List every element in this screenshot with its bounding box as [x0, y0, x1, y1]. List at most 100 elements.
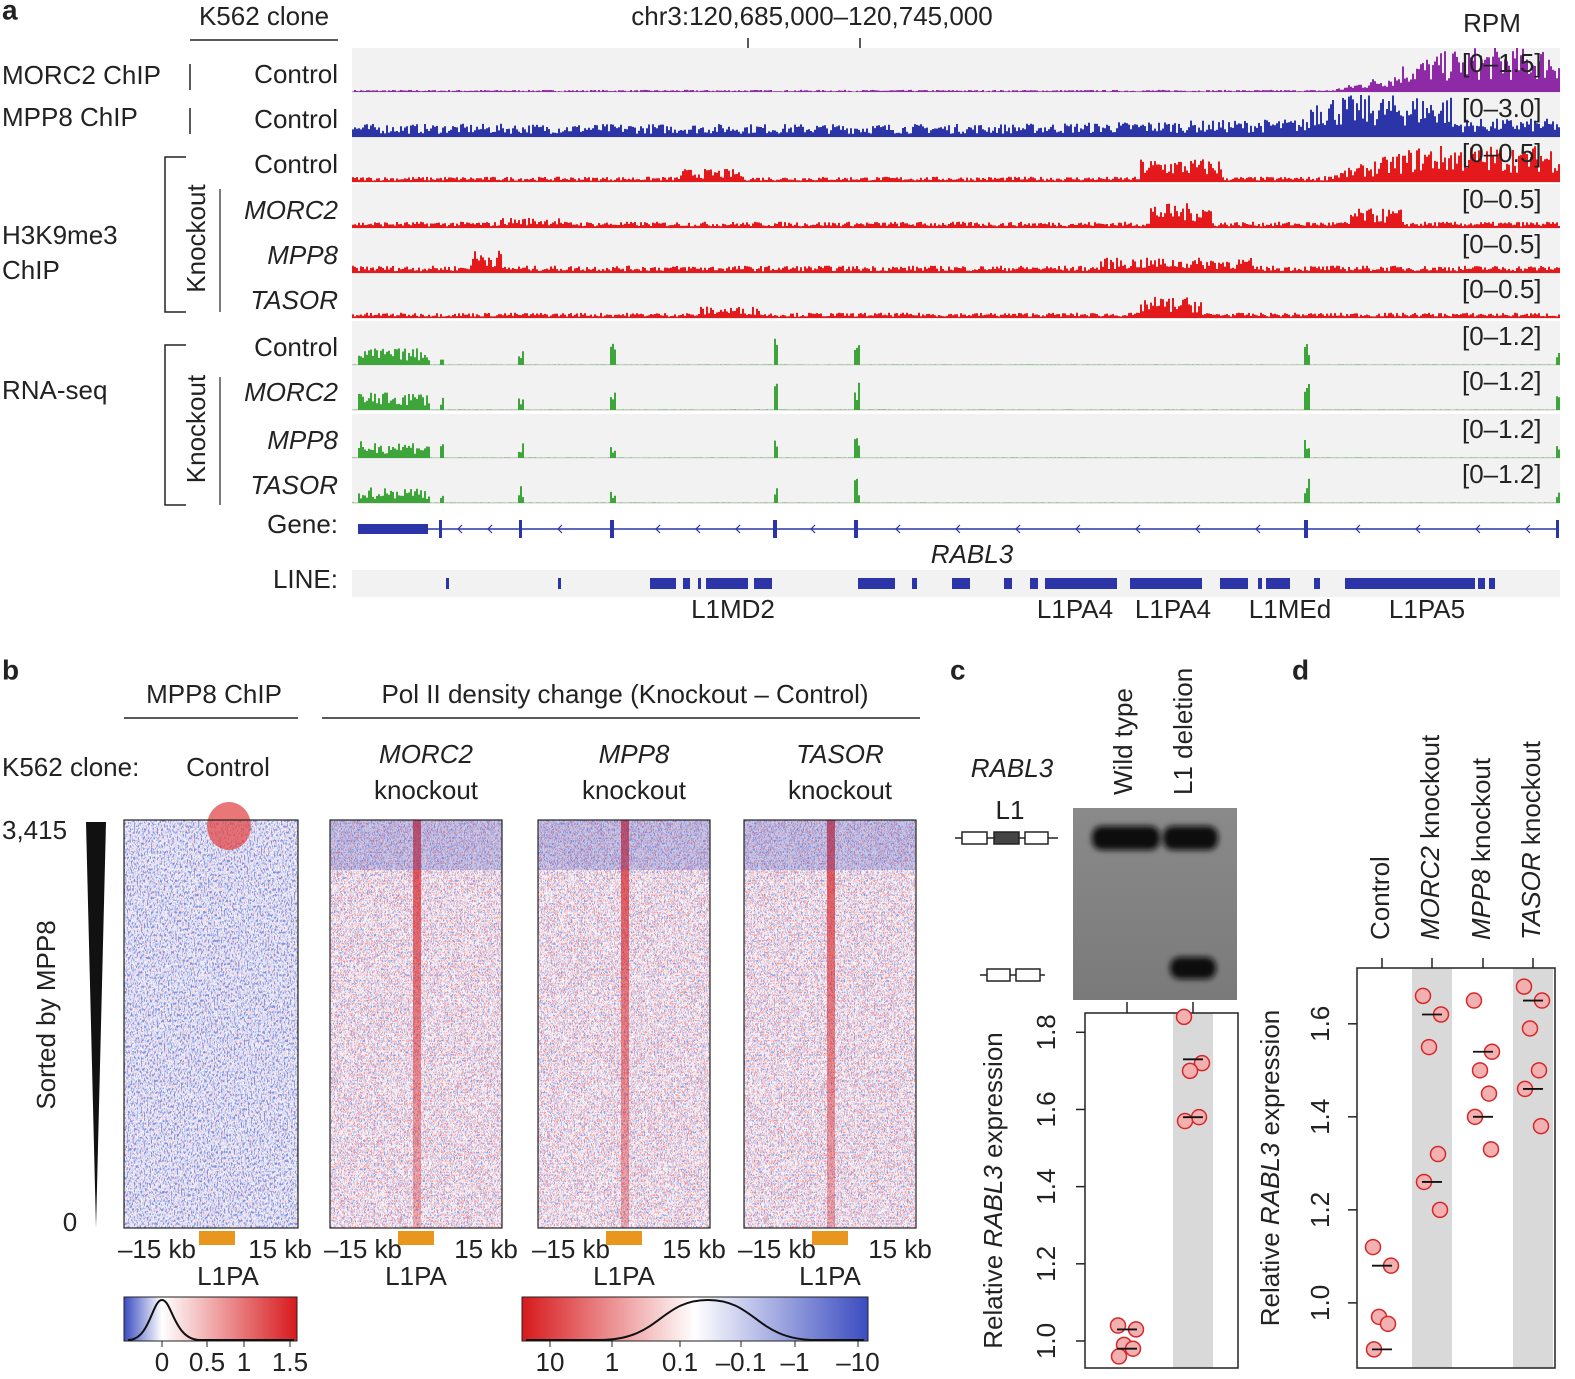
y-axis-label: Relative RABL3 expression [1255, 1010, 1285, 1327]
track-bg [352, 274, 1560, 318]
colorbar-label: 10 [536, 1347, 565, 1377]
track-bg [352, 459, 1560, 503]
track-bg [352, 229, 1560, 273]
assay-label: RNA-seq [2, 375, 107, 405]
colorbar-label: 0 [155, 1347, 169, 1377]
track-bg [352, 48, 1560, 92]
point [1176, 1112, 1194, 1130]
colorbar-label: 0.1 [662, 1347, 698, 1377]
assay-label: H3K9me3 [2, 220, 118, 250]
point [1379, 1315, 1397, 1333]
heatmap-title: knockout [788, 775, 893, 805]
plot-frame [1084, 1012, 1239, 1369]
x-tick-label: –15 kb [738, 1234, 816, 1264]
y-tick-label: 1.2 [1305, 1192, 1335, 1228]
range-label: [0–3.0] [1462, 93, 1542, 123]
colorbar-label: –0.1 [716, 1347, 767, 1377]
signal [352, 146, 1560, 182]
category-label: Control [1365, 856, 1395, 940]
category-band [1412, 968, 1452, 1368]
condition-label: Control [254, 149, 338, 179]
range-label: [0–1.2] [1462, 321, 1542, 351]
condition-label: Control [254, 104, 338, 134]
x-axis-label: L1PA [799, 1261, 861, 1291]
point [1429, 1145, 1447, 1163]
range-label: [0–1.2] [1462, 414, 1542, 444]
plot-frame [1356, 967, 1556, 1369]
point [1471, 1062, 1489, 1079]
signal [352, 250, 1560, 273]
condition-label: TASOR [250, 470, 338, 500]
panel-label: a [2, 0, 18, 25]
condition-label: MORC2 [244, 377, 338, 407]
label: MPP8 ChIP [146, 679, 282, 709]
label: LINE: [273, 564, 338, 594]
range-label: [0–0.5] [1462, 138, 1542, 168]
range-label: [0–1.5] [1462, 48, 1542, 78]
x-tick-label: –15 kb [118, 1234, 196, 1264]
gene-schematic [955, 831, 1058, 982]
range-label: [0–1.2] [1462, 459, 1542, 489]
category-label: MPP8 knockout [1466, 757, 1496, 940]
density-curve [526, 1298, 864, 1341]
track-bg [352, 321, 1560, 365]
point [1431, 1201, 1449, 1219]
condition-label: TASOR [250, 285, 338, 315]
range-label: [0–0.5] [1462, 274, 1542, 304]
bracket [164, 156, 186, 313]
point [1480, 1085, 1498, 1102]
bracket [164, 344, 186, 506]
heatmap-center [413, 820, 421, 1228]
colorbar-label: –1 [781, 1347, 810, 1377]
label: 0 [63, 1207, 77, 1237]
bracket-label: Knockout [181, 374, 211, 483]
line-blocks [446, 578, 1495, 589]
y-tick-label: 1.8 [1031, 1014, 1061, 1050]
condition-label: Control [254, 332, 338, 362]
heatmap-top [538, 820, 710, 870]
label: RPM [1463, 8, 1521, 38]
label: K562 clone [199, 1, 329, 31]
x-tick-label: 15 kb [454, 1234, 518, 1264]
x-tick-label: 15 kb [248, 1234, 312, 1264]
x-tick-label: 15 kb [868, 1234, 932, 1264]
assay-label: MORC2 ChIP [2, 60, 161, 90]
element-label: L1MD2 [691, 594, 775, 624]
label: K562 clone: [2, 752, 139, 782]
panel-label: d [1292, 654, 1309, 685]
gene-model [358, 520, 1559, 538]
gene-name: RABL3 [971, 753, 1054, 783]
element-label: L1MEd [1249, 594, 1331, 624]
condition-label: MPP8 [267, 240, 338, 270]
signal [352, 48, 1560, 92]
heatmap [124, 820, 298, 1228]
density-curve [127, 1298, 294, 1341]
colorbar-label: –10 [836, 1347, 879, 1377]
y-axis-label: Relative RABL3 expression [978, 1032, 1008, 1349]
colorbar [521, 1296, 869, 1342]
label: L1 [996, 795, 1025, 825]
point [1521, 1020, 1539, 1037]
y-tick-label: 1.6 [1031, 1091, 1061, 1127]
point [1181, 1062, 1199, 1080]
panel-label: b [2, 654, 19, 685]
heatmap-top [330, 820, 502, 870]
x-axis-label: L1PA [197, 1261, 259, 1291]
gel-ticks [1126, 1002, 1194, 1013]
gene-name: RABL3 [931, 539, 1014, 569]
heatmap-frame [329, 819, 503, 1229]
signal [352, 203, 1560, 228]
l1pa-bar [812, 1231, 848, 1245]
panel-label: c [950, 654, 966, 685]
y-tick-label: 1.0 [1031, 1323, 1061, 1359]
assay-label: ChIP [2, 255, 60, 285]
point [1530, 1062, 1548, 1079]
heatmap-frame [123, 819, 299, 1229]
point [1420, 1038, 1438, 1056]
label: Sorted by MPP8 [31, 920, 61, 1109]
x-tick-label: –15 kb [324, 1234, 402, 1264]
heatmap-frame [537, 819, 711, 1229]
gel-bands [1092, 826, 1218, 979]
condition-label: MORC2 [244, 195, 338, 225]
